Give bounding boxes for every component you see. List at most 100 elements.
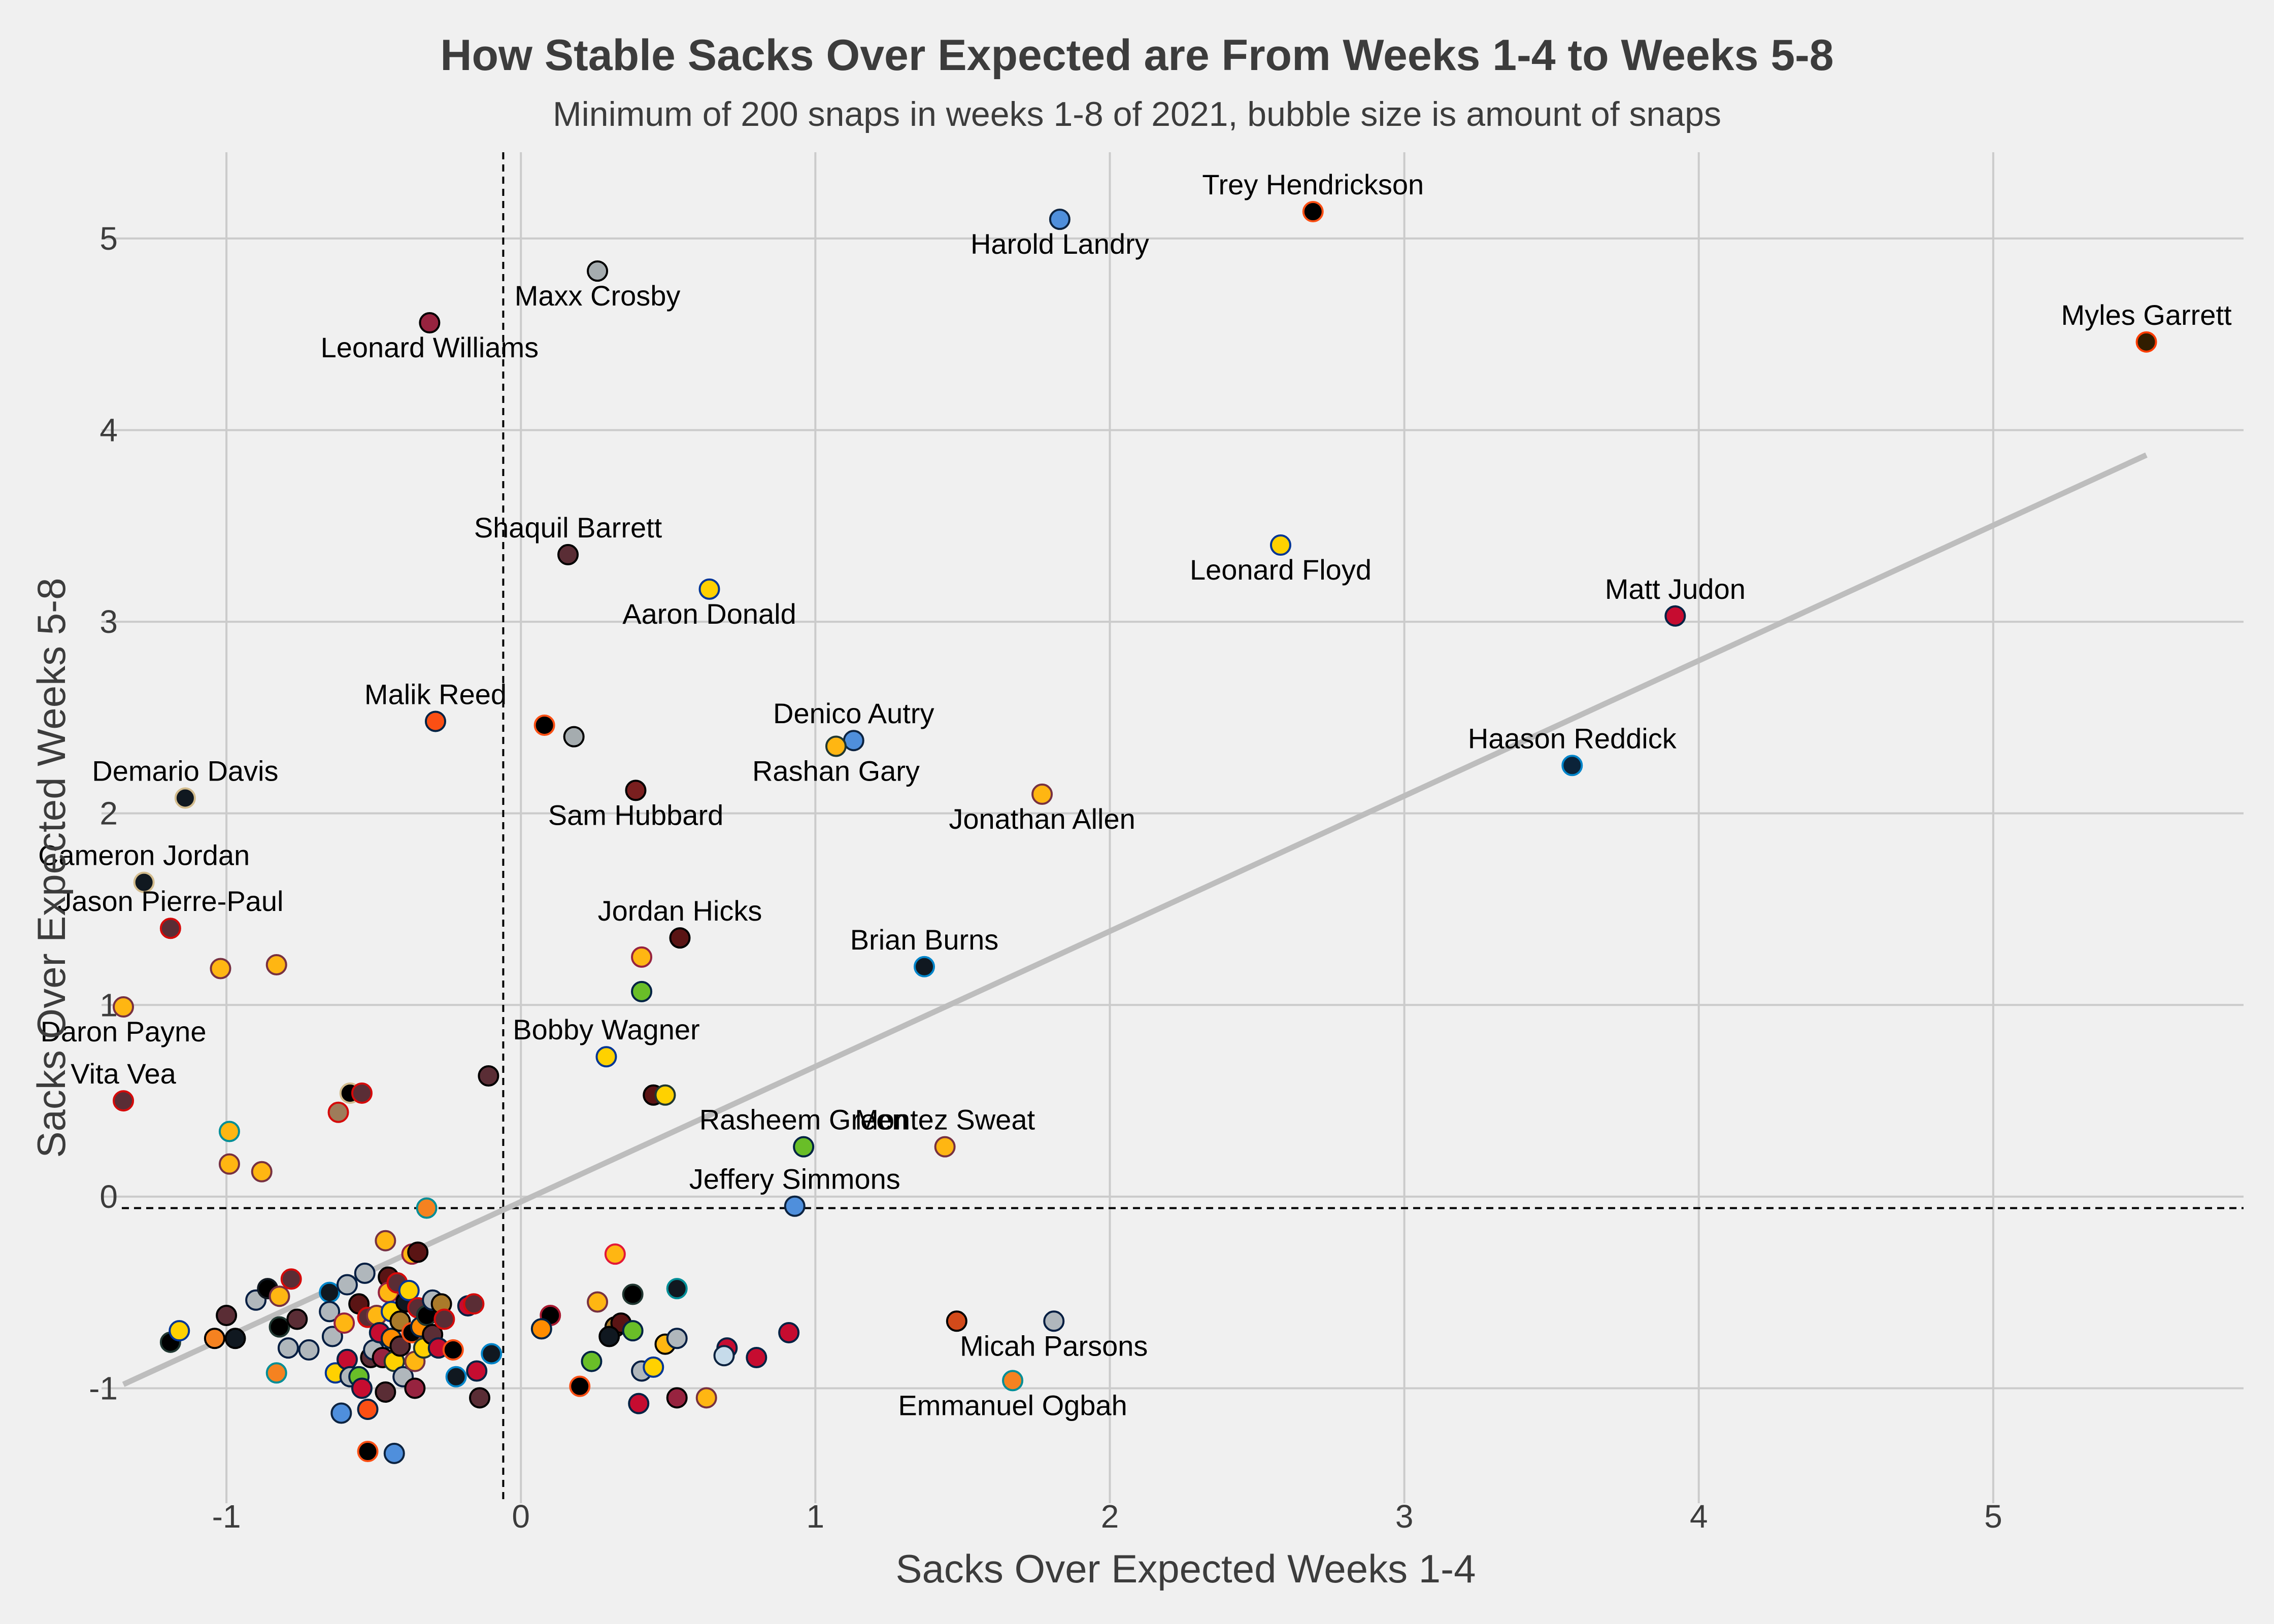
data-point	[210, 958, 231, 979]
point-label: Jason Pierre-Paul	[57, 885, 283, 917]
y-tick-label: 2	[99, 795, 118, 832]
data-point	[269, 1316, 290, 1338]
data-point	[424, 710, 446, 732]
y-tick-label: -1	[89, 1370, 118, 1406]
data-point	[357, 1441, 379, 1463]
point-label: Vita Vea	[71, 1058, 176, 1090]
data-point	[784, 1195, 806, 1217]
data-point	[466, 1360, 488, 1382]
data-point	[1664, 605, 1686, 627]
data-point	[216, 1304, 238, 1326]
data-point	[442, 1339, 464, 1361]
data-point	[375, 1381, 396, 1403]
point-label: Rashan Gary	[752, 755, 920, 787]
x-tick-label: 0	[512, 1498, 530, 1535]
point-label: Malik Reed	[364, 678, 507, 710]
point-label: Sam Hubbard	[548, 799, 724, 831]
regression-line	[122, 452, 2148, 1387]
data-point	[319, 1281, 341, 1303]
data-point	[793, 1136, 815, 1158]
data-point	[277, 1337, 299, 1359]
data-point	[319, 1301, 341, 1323]
point-label: Jeffery Simmons	[689, 1163, 900, 1195]
y-tick-label: 4	[99, 412, 118, 449]
data-point	[321, 1326, 343, 1347]
data-point	[398, 1279, 420, 1301]
point-label: Montez Sweat	[855, 1104, 1035, 1136]
chart-subtitle: Minimum of 200 snaps in weeks 1-8 of 202…	[553, 95, 1721, 133]
x-tick-label: 5	[1984, 1498, 2002, 1535]
data-point	[224, 1328, 246, 1349]
data-point	[336, 1348, 358, 1370]
data-point	[530, 1318, 552, 1340]
data-point	[113, 996, 135, 1018]
data-point	[416, 1197, 438, 1219]
data-point	[598, 1326, 620, 1347]
data-point	[587, 1291, 609, 1313]
data-point	[445, 1366, 467, 1388]
trend-line	[122, 452, 2148, 1387]
point-label: Jordan Hicks	[598, 895, 762, 927]
point-label: Emmanuel Ogbah	[898, 1389, 1127, 1421]
data-point	[533, 714, 555, 736]
point-label: Rasheem Green	[699, 1104, 908, 1136]
data-point	[336, 1274, 358, 1296]
data-point	[133, 871, 155, 893]
point-label: Matt Judon	[1605, 573, 1746, 605]
data-point	[354, 1262, 376, 1284]
data-point	[280, 1268, 302, 1290]
point-label: Leonard Floyd	[1190, 554, 1372, 586]
data-point	[654, 1084, 676, 1106]
data-point	[622, 1320, 644, 1342]
data-point	[713, 1345, 735, 1367]
data-point	[251, 1161, 273, 1182]
x-tick-label: 3	[1395, 1498, 1414, 1535]
x-tick-label: -1	[212, 1498, 241, 1535]
data-point	[2135, 331, 2157, 353]
data-point	[298, 1339, 320, 1361]
data-point	[631, 980, 653, 1002]
data-point	[1561, 755, 1583, 776]
data-point	[666, 1278, 688, 1300]
data-point	[643, 1356, 664, 1378]
point-label: Shaquil Barrett	[474, 512, 662, 544]
point-label: Bobby Wagner	[513, 1013, 699, 1045]
data-point	[1043, 1310, 1065, 1332]
data-point	[843, 730, 864, 752]
point-label: Trey Hendrickson	[1202, 168, 1424, 200]
data-point	[357, 1398, 379, 1420]
data-point	[778, 1322, 800, 1343]
y-tick-label: 0	[99, 1178, 118, 1215]
data-point	[1269, 534, 1291, 556]
data-point	[463, 1293, 485, 1315]
data-point	[1302, 201, 1324, 223]
data-point	[218, 1121, 240, 1142]
data-point	[695, 1387, 717, 1409]
x-tick-label: 4	[1690, 1498, 1708, 1535]
data-point	[914, 956, 935, 977]
data-point	[351, 1082, 373, 1104]
point-labels: Myles Garrett Trey Hendrickson Harold Land…	[38, 168, 2232, 1421]
data-point	[625, 780, 647, 801]
data-point	[218, 1153, 240, 1175]
point-label: Cameron Jordan	[38, 839, 250, 871]
point-label: Harold Landry	[971, 228, 1149, 260]
data-point	[333, 1312, 355, 1334]
data-point	[581, 1350, 603, 1372]
data-point	[286, 1308, 308, 1330]
data-point	[666, 1387, 688, 1409]
data-point	[631, 946, 653, 968]
data-point	[587, 260, 609, 282]
reference-lines	[122, 152, 2244, 1503]
point-label: Aaron Donald	[622, 598, 796, 630]
x-tick-label: 1	[807, 1498, 825, 1535]
data-point	[666, 1328, 688, 1349]
point-label: Daron Payne	[41, 1016, 207, 1047]
point-label: Brian Burns	[850, 924, 999, 956]
data-point	[825, 735, 847, 757]
chart-title: How Stable Sacks Over Expected are From …	[440, 31, 1833, 80]
point-label: Leonard Williams	[321, 331, 539, 363]
data-point	[265, 954, 287, 975]
grid	[102, 152, 2244, 1503]
